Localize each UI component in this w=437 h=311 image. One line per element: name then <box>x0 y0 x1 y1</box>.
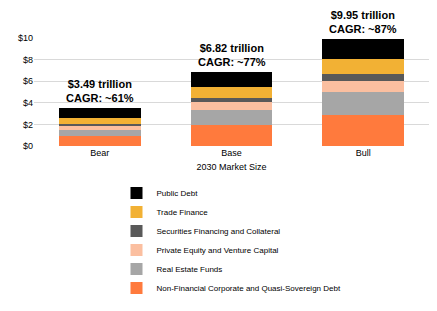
svg-text:$0: $0 <box>23 141 33 151</box>
svg-text:Real Estate Funds: Real Estate Funds <box>157 265 223 274</box>
svg-text:2030 Market Size: 2030 Market Size <box>196 162 266 172</box>
svg-text:Securities Financing and Colla: Securities Financing and Collateral <box>157 227 281 236</box>
svg-text:$9.95 trillionCAGR: ~87%: $9.95 trillionCAGR: ~87% <box>329 9 397 35</box>
svg-text:$8: $8 <box>23 55 33 65</box>
svg-text:$10: $10 <box>18 33 33 43</box>
svg-text:$6.82 trillionCAGR: ~77%: $6.82 trillionCAGR: ~77% <box>198 42 266 68</box>
svg-text:Public Debt: Public Debt <box>157 189 199 198</box>
svg-text:Bear: Bear <box>90 148 109 158</box>
svg-text:Non-Financial Corporate and Qu: Non-Financial Corporate and Quasi-Sovere… <box>157 284 341 293</box>
svg-text:$4: $4 <box>23 98 33 108</box>
svg-text:$2: $2 <box>23 120 33 130</box>
svg-text:$3.49 trillionCAGR: ~61%: $3.49 trillionCAGR: ~61% <box>66 78 134 104</box>
svg-text:$6: $6 <box>23 76 33 86</box>
svg-text:Private Equity and Venture Cap: Private Equity and Venture Capital <box>157 246 279 255</box>
svg-text:Trade Finance: Trade Finance <box>157 208 209 217</box>
svg-text:Bull: Bull <box>356 148 371 158</box>
svg-text:Base: Base <box>221 148 242 158</box>
